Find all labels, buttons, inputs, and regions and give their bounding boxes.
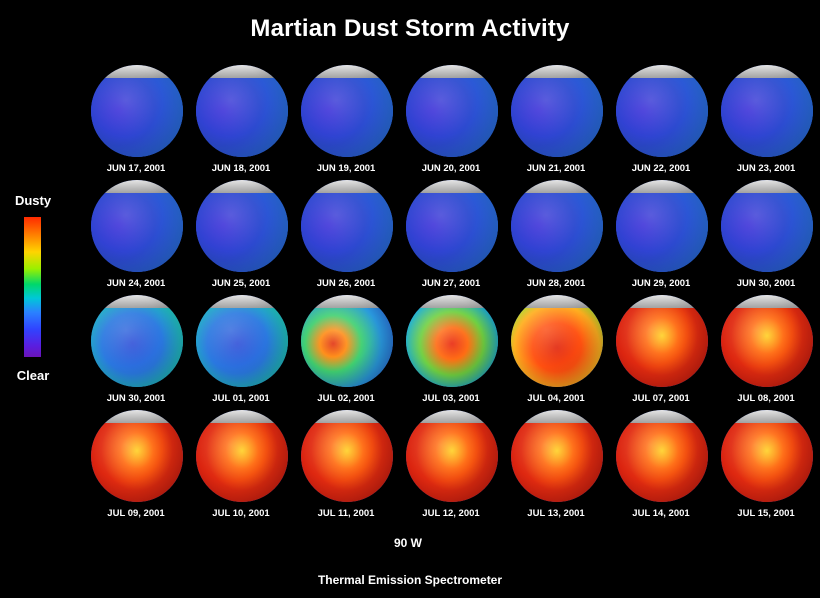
observation-date-label: JUN 29, 2001: [631, 278, 691, 289]
mars-globe-image: [301, 295, 393, 387]
observation-date-label: JUN 28, 2001: [526, 278, 586, 289]
globe-panel: JUL 03, 2001: [396, 295, 506, 413]
observation-date-label: JUL 02, 2001: [317, 393, 375, 404]
globe-panel: JUN 28, 2001: [501, 180, 611, 298]
observation-date-label: JUN 30, 2001: [736, 278, 796, 289]
globe-panel: JUN 17, 2001: [81, 65, 191, 183]
globe-panel: JUL 12, 2001: [396, 410, 506, 528]
mars-globe-image: [616, 180, 708, 272]
globe-panel: JUL 02, 2001: [291, 295, 401, 413]
globe-panel: JUL 11, 2001: [291, 410, 401, 528]
mars-globe-image: [616, 295, 708, 387]
globe-panel: JUN 30, 2001: [711, 180, 820, 298]
globe-panel: JUL 09, 2001: [81, 410, 191, 528]
globe-panel: JUN 22, 2001: [606, 65, 716, 183]
observation-date-label: JUN 27, 2001: [421, 278, 481, 289]
observation-date-label: JUN 26, 2001: [316, 278, 376, 289]
mars-globe-image: [196, 180, 288, 272]
globe-panel: JUN 29, 2001: [606, 180, 716, 298]
figure-title: Martian Dust Storm Activity: [250, 15, 570, 42]
globe-panel: JUL 10, 2001: [186, 410, 296, 528]
globe-panel: JUL 07, 2001: [606, 295, 716, 413]
globe-panel: JUL 08, 2001: [711, 295, 820, 413]
globe-panel: JUL 01, 2001: [186, 295, 296, 413]
mars-globe-image: [301, 410, 393, 502]
observation-date-label: JUN 22, 2001: [631, 163, 691, 174]
globe-panel: JUN 30, 2001: [81, 295, 191, 413]
mars-globe-image: [91, 295, 183, 387]
observation-date-label: JUL 14, 2001: [632, 508, 690, 519]
globe-panel: JUN 19, 2001: [291, 65, 401, 183]
legend-clear-label: Clear: [16, 368, 50, 383]
observation-date-label: JUL 09, 2001: [107, 508, 165, 519]
globe-panel: JUN 18, 2001: [186, 65, 296, 183]
mars-globe-image: [511, 180, 603, 272]
mars-globe-image: [196, 65, 288, 157]
globe-panel: JUL 13, 2001: [501, 410, 611, 528]
mars-globe-image: [91, 65, 183, 157]
mars-globe-image: [511, 65, 603, 157]
observation-date-label: JUL 08, 2001: [737, 393, 795, 404]
observation-date-label: JUN 25, 2001: [211, 278, 271, 289]
observation-date-label: JUL 03, 2001: [422, 393, 480, 404]
globe-panel: JUL 14, 2001: [606, 410, 716, 528]
mars-globe-image: [616, 65, 708, 157]
globe-panel: JUL 15, 2001: [711, 410, 820, 528]
observation-date-label: JUL 01, 2001: [212, 393, 270, 404]
observation-date-label: JUL 07, 2001: [632, 393, 690, 404]
mars-globe-image: [511, 410, 603, 502]
observation-date-label: JUL 11, 2001: [317, 508, 375, 519]
mars-globe-image: [196, 295, 288, 387]
mars-globe-image: [511, 295, 603, 387]
mars-globe-image: [91, 410, 183, 502]
mars-globe-image: [721, 410, 813, 502]
observation-date-label: JUN 23, 2001: [736, 163, 796, 174]
mars-globe-image: [406, 180, 498, 272]
instrument-label: Thermal Emission Spectrometer: [317, 573, 503, 587]
observation-date-label: JUL 12, 2001: [422, 508, 480, 519]
observation-date-label: JUL 04, 2001: [527, 393, 585, 404]
globe-panel: JUN 21, 2001: [501, 65, 611, 183]
globe-panel: JUN 20, 2001: [396, 65, 506, 183]
mars-globe-image: [406, 410, 498, 502]
observation-date-label: JUL 13, 2001: [527, 508, 585, 519]
mars-globe-image: [196, 410, 288, 502]
legend-dusty-label: Dusty: [14, 193, 52, 208]
mars-globe-image: [301, 180, 393, 272]
observation-date-label: JUN 24, 2001: [106, 278, 166, 289]
dust-color-scale: [24, 217, 41, 357]
mars-globe-image: [406, 295, 498, 387]
observation-date-label: JUN 18, 2001: [211, 163, 271, 174]
globe-panel: JUN 25, 2001: [186, 180, 296, 298]
globe-panel: JUN 24, 2001: [81, 180, 191, 298]
mars-globe-image: [616, 410, 708, 502]
observation-date-label: JUL 10, 2001: [212, 508, 270, 519]
observation-date-label: JUN 19, 2001: [316, 163, 376, 174]
mars-globe-image: [301, 65, 393, 157]
mars-globe-image: [721, 65, 813, 157]
observation-date-label: JUL 15, 2001: [737, 508, 795, 519]
observation-date-label: JUN 30, 2001: [106, 393, 166, 404]
mars-globe-image: [721, 180, 813, 272]
mars-globe-image: [721, 295, 813, 387]
mars-globe-image: [406, 65, 498, 157]
globe-panel: JUL 04, 2001: [501, 295, 611, 413]
globe-panel: JUN 27, 2001: [396, 180, 506, 298]
observation-date-label: JUN 21, 2001: [526, 163, 586, 174]
globe-panel: JUN 26, 2001: [291, 180, 401, 298]
mars-globe-image: [91, 180, 183, 272]
observation-date-label: JUN 17, 2001: [106, 163, 166, 174]
observation-date-label: JUN 20, 2001: [421, 163, 481, 174]
globe-panel: JUN 23, 2001: [711, 65, 820, 183]
longitude-label: 90 W: [393, 536, 422, 550]
